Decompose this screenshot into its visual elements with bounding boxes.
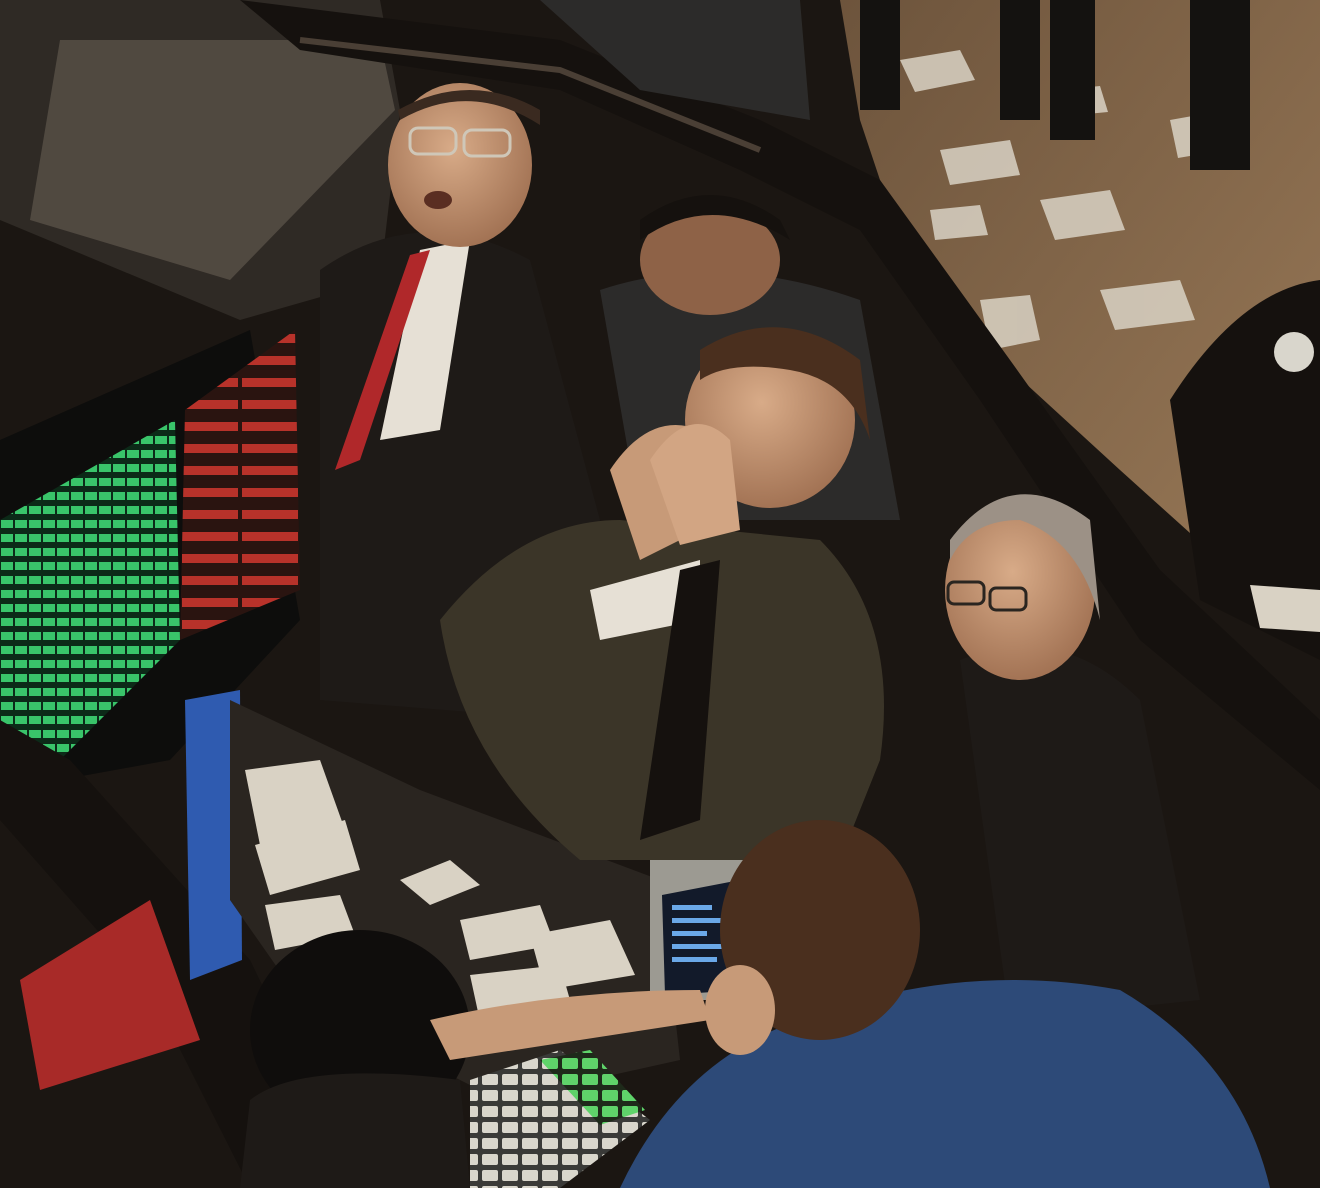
trader-far-right: [1170, 280, 1320, 660]
trader-blue-jacket: [620, 820, 1270, 1188]
trader-hands-over-face: [440, 327, 884, 860]
booth-panel-light: [30, 40, 395, 280]
trader-grey-hair: [945, 494, 1200, 1020]
trader-dark-hair-bottom: [240, 930, 710, 1188]
keypad: [470, 1050, 650, 1188]
blue-panel: [185, 690, 242, 980]
standing-people-legs: [860, 0, 1250, 170]
quote-monitor-green: [0, 330, 300, 780]
red-folder: [20, 900, 200, 1090]
papers-on-desk: [245, 760, 635, 1012]
overhead-rail: [240, 0, 1320, 790]
trader-top-center: [540, 0, 810, 120]
